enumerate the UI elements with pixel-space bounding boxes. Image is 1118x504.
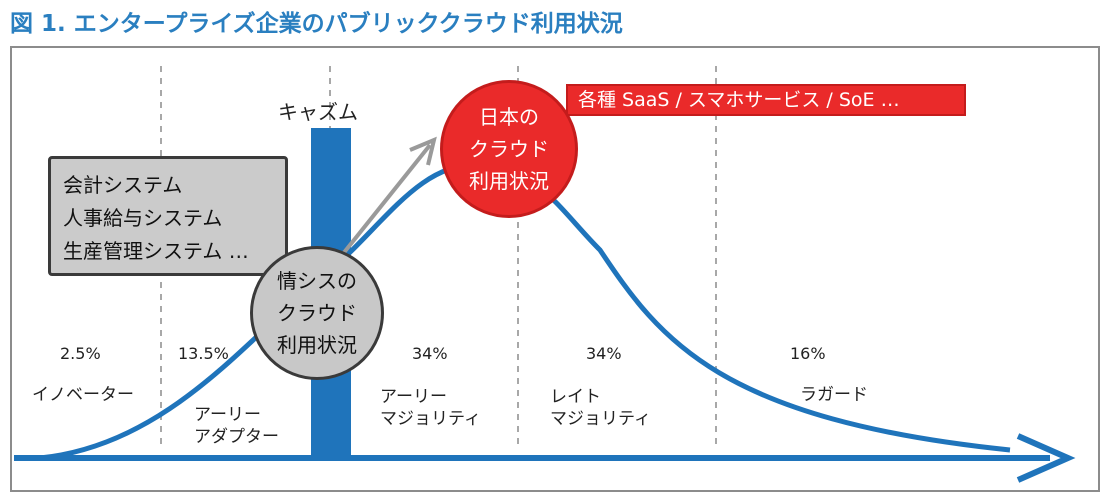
saas-services-box: 各種 SaaS / スマホサービス / SoE …	[566, 84, 966, 116]
segment-percent-innovators: 2.5%	[60, 344, 101, 363]
circle-text-line: クラウド	[469, 137, 549, 161]
segment-percent-laggards: 16%	[790, 344, 826, 363]
segment-percent-early-adopters: 13.5%	[178, 344, 229, 363]
progress-arrowhead	[409, 136, 437, 166]
segment-label-laggards: ラガード	[800, 384, 868, 406]
segment-percent-late-majority: 34%	[586, 344, 622, 363]
segment-label-line: ラガード	[800, 385, 868, 405]
segment-label-line: マジョリティ	[550, 409, 651, 429]
segment-label-late-majority: レイト マジョリティ	[550, 386, 651, 430]
segment-label-line: アーリー	[194, 405, 261, 425]
chasm-label: キャズム	[278, 100, 358, 124]
legacy-system-item: 人事給与システム	[63, 206, 223, 230]
legacy-systems-box: 会計システム 人事給与システム 生産管理システム …	[48, 156, 288, 276]
segment-label-line: レイト	[550, 387, 601, 407]
segment-label-line: マジョリティ	[380, 409, 481, 429]
circle-text-line: クラウド	[277, 301, 357, 325]
legacy-system-item: 生産管理システム …	[63, 239, 249, 263]
diagram-frame	[10, 46, 1100, 492]
legacy-system-item: 会計システム	[63, 173, 183, 197]
segment-label-line: イノベーター	[32, 385, 134, 405]
segment-label-early-majority: アーリー マジョリティ	[380, 386, 481, 430]
segment-label-line: アダプター	[194, 427, 279, 447]
circle-text-line: 利用状況	[277, 333, 357, 357]
segment-label-early-adopters: アーリー アダプター	[194, 404, 279, 448]
circle-text-line: 情シスの	[277, 269, 357, 293]
circle-text-line: 日本の	[479, 105, 539, 129]
circle-text-line: 利用状況	[469, 169, 549, 193]
segment-label-line: アーリー	[380, 387, 447, 407]
figure-title: 図 1. エンタープライズ企業のパブリッククラウド利用状況	[10, 11, 623, 37]
japan-cloud-usage-circle: 日本の クラウド 利用状況	[440, 80, 578, 218]
segment-percent-early-majority: 34%	[412, 344, 448, 363]
segment-label-innovators: イノベーター	[32, 384, 134, 406]
axis-arrowhead	[1016, 433, 1076, 483]
is-cloud-usage-circle: 情シスの クラウド 利用状況	[250, 246, 384, 380]
progress-arrow	[328, 143, 432, 272]
